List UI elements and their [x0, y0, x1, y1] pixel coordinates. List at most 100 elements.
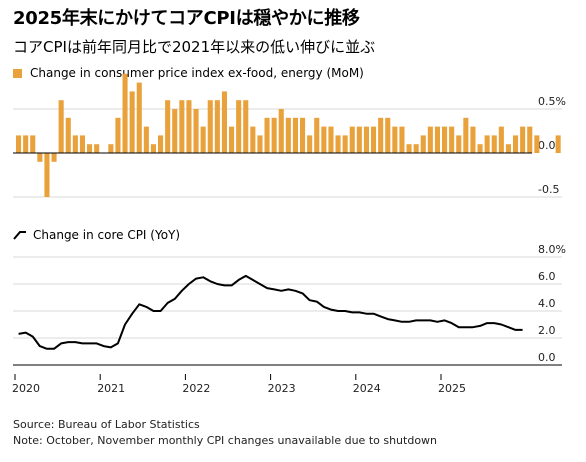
chart-title: 2025年末にかけてコアCPIは穏やかに推移	[13, 8, 360, 29]
bar	[136, 82, 142, 153]
bar	[342, 135, 348, 153]
line-y-tick-label: 4.0	[538, 297, 556, 310]
bar	[236, 100, 242, 153]
line-y-tick-label: 6.0	[538, 270, 556, 283]
line-y-tick-label: 2.0	[538, 324, 556, 337]
bar-legend: Change in consumer price index ex-food, …	[13, 66, 364, 80]
chart-subtitle: コアCPIは前年同月比で2021年以来の低い伸びに並ぶ	[13, 38, 376, 56]
bar	[165, 100, 171, 153]
bar	[285, 117, 291, 153]
bar	[150, 144, 156, 153]
bar	[378, 117, 384, 153]
bar	[321, 126, 327, 153]
bar	[108, 144, 114, 153]
bar	[58, 100, 64, 153]
bar-y-tick-label: -0.5	[538, 183, 559, 196]
bar	[172, 109, 178, 153]
line-y-tick-label: 0.0	[538, 351, 556, 364]
bar	[250, 126, 256, 153]
bar-y-tick-label: 0.5%	[538, 95, 566, 108]
bar	[555, 135, 561, 153]
bar	[434, 126, 440, 153]
note-text: Note: October, November monthly CPI chan…	[13, 434, 438, 447]
bar	[16, 135, 22, 153]
bar	[229, 126, 235, 153]
line-y-tick-label: 8.0%	[538, 243, 566, 256]
bar	[307, 135, 313, 153]
bar	[420, 135, 426, 153]
bar	[413, 144, 419, 153]
bar	[328, 126, 334, 153]
bar	[193, 109, 199, 153]
bar	[477, 144, 483, 153]
bar	[371, 126, 377, 153]
bar	[314, 117, 320, 153]
x-tick-label: 2022	[182, 382, 210, 395]
line-legend-icon	[13, 231, 26, 240]
x-tick-label: 2024	[353, 382, 381, 395]
bar	[257, 135, 263, 153]
bar	[456, 135, 462, 153]
bar	[470, 126, 476, 153]
bar-legend-label: Change in consumer price index ex-food, …	[30, 66, 364, 80]
bar	[292, 117, 298, 153]
bar-legend-swatch	[13, 68, 22, 78]
bar	[158, 135, 164, 153]
bar	[356, 126, 362, 153]
bar	[513, 135, 519, 153]
line-legend-label: Change in core CPI (YoY)	[33, 228, 181, 242]
line-legend: Change in core CPI (YoY)	[13, 228, 180, 242]
bar	[87, 144, 93, 153]
bar	[264, 117, 270, 153]
bar	[449, 126, 455, 153]
bar	[186, 100, 192, 153]
bar	[442, 126, 448, 153]
bar	[463, 117, 469, 153]
x-tick-label: 2020	[12, 382, 40, 395]
bar	[23, 135, 29, 153]
core-cpi-line	[18, 274, 523, 350]
bar	[79, 135, 85, 153]
x-tick-label: 2021	[97, 382, 125, 395]
bar	[65, 117, 71, 153]
bar	[143, 126, 149, 153]
bar	[300, 117, 306, 153]
bar	[491, 135, 497, 153]
bar	[335, 135, 341, 153]
bar	[363, 126, 369, 153]
bar	[94, 144, 100, 153]
bar	[72, 135, 78, 153]
bar-y-tick-label: 0.0	[538, 139, 556, 152]
bar	[392, 126, 398, 153]
bar	[243, 100, 249, 153]
bar	[527, 126, 533, 153]
x-tick-label: 2025	[438, 382, 466, 395]
bar	[278, 109, 284, 153]
bar	[37, 153, 43, 162]
bar	[122, 73, 128, 153]
bar	[427, 126, 433, 153]
bar	[30, 135, 36, 153]
bar	[179, 100, 185, 153]
bar	[406, 144, 412, 153]
x-tick-label: 2023	[268, 382, 296, 395]
bar	[44, 153, 50, 197]
bar	[505, 144, 511, 153]
bar	[200, 126, 206, 153]
bar	[129, 91, 135, 153]
bar	[271, 117, 277, 153]
bar	[498, 126, 504, 153]
bar	[399, 126, 405, 153]
bar	[534, 135, 540, 153]
bar	[51, 153, 57, 162]
bar	[349, 126, 355, 153]
source-text: Source: Bureau of Labor Statistics	[13, 418, 200, 431]
bar	[115, 117, 121, 153]
bar	[221, 91, 227, 153]
bar	[520, 126, 526, 153]
bar	[484, 135, 490, 153]
bar	[385, 117, 391, 153]
